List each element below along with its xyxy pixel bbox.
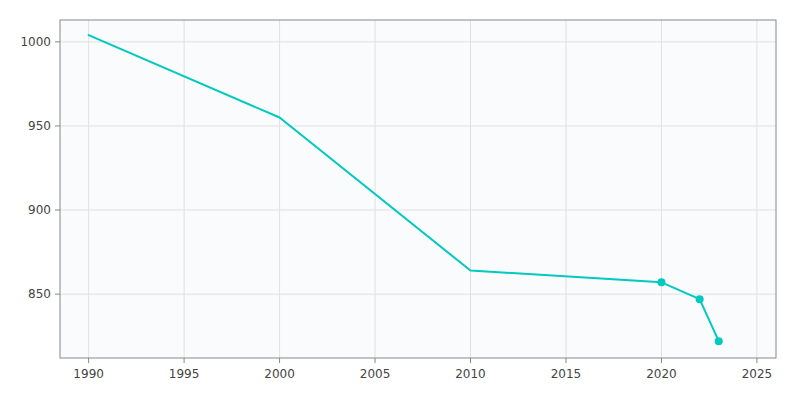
x-grid-line bbox=[279, 20, 280, 358]
y-tick-label: 900 bbox=[28, 203, 51, 217]
x-tick-label: 2020 bbox=[646, 367, 677, 381]
x-tick bbox=[279, 358, 280, 363]
x-grid-line bbox=[756, 20, 757, 358]
x-tick-label: 2005 bbox=[360, 367, 391, 381]
x-tick-label: 1995 bbox=[169, 367, 200, 381]
x-tick bbox=[470, 358, 471, 363]
y-tick bbox=[55, 125, 60, 126]
x-tick bbox=[661, 358, 662, 363]
plot-frame bbox=[60, 20, 776, 358]
data-point bbox=[657, 278, 665, 286]
x-tick bbox=[88, 358, 89, 363]
x-grid-line bbox=[375, 20, 376, 358]
y-tick-label: 1000 bbox=[20, 35, 51, 49]
x-grid-line bbox=[88, 20, 89, 358]
y-tick bbox=[55, 294, 60, 295]
grid bbox=[60, 20, 776, 358]
x-tick-label: 2010 bbox=[455, 367, 486, 381]
chart-container: 1990 1995 2000 2005 2010 2015 2020 2025 850 900 95… bbox=[0, 0, 800, 400]
x-grid-line bbox=[470, 20, 471, 358]
x-tick bbox=[375, 358, 376, 363]
x-tick bbox=[756, 358, 757, 363]
data-point bbox=[715, 337, 723, 345]
x-tick-label: 1990 bbox=[73, 367, 104, 381]
x-tick bbox=[565, 358, 566, 363]
data-line bbox=[89, 35, 719, 341]
tick-labels: 1990 1995 2000 2005 2010 2015 2020 2025 850 900 95… bbox=[20, 35, 772, 381]
x-grid-line bbox=[184, 20, 185, 358]
y-tick bbox=[55, 41, 60, 42]
chart-svg: 1990 1995 2000 2005 2010 2015 2020 2025 850 900 95… bbox=[0, 0, 800, 400]
x-tick bbox=[184, 358, 185, 363]
x-tick-label: 2015 bbox=[551, 367, 582, 381]
x-tick-label: 2025 bbox=[742, 367, 773, 381]
data-point bbox=[696, 295, 704, 303]
y-tick-label: 950 bbox=[28, 119, 51, 133]
y-grid-line bbox=[60, 125, 776, 126]
data-group bbox=[89, 35, 723, 345]
x-tick-label: 2000 bbox=[264, 367, 295, 381]
y-grid-line bbox=[60, 210, 776, 211]
y-tick bbox=[55, 210, 60, 211]
x-grid-line bbox=[661, 20, 662, 358]
y-grid-line bbox=[60, 294, 776, 295]
plot-background bbox=[60, 20, 776, 358]
y-tick-label: 850 bbox=[28, 287, 51, 301]
x-grid-line bbox=[565, 20, 566, 358]
y-grid-line bbox=[60, 41, 776, 42]
